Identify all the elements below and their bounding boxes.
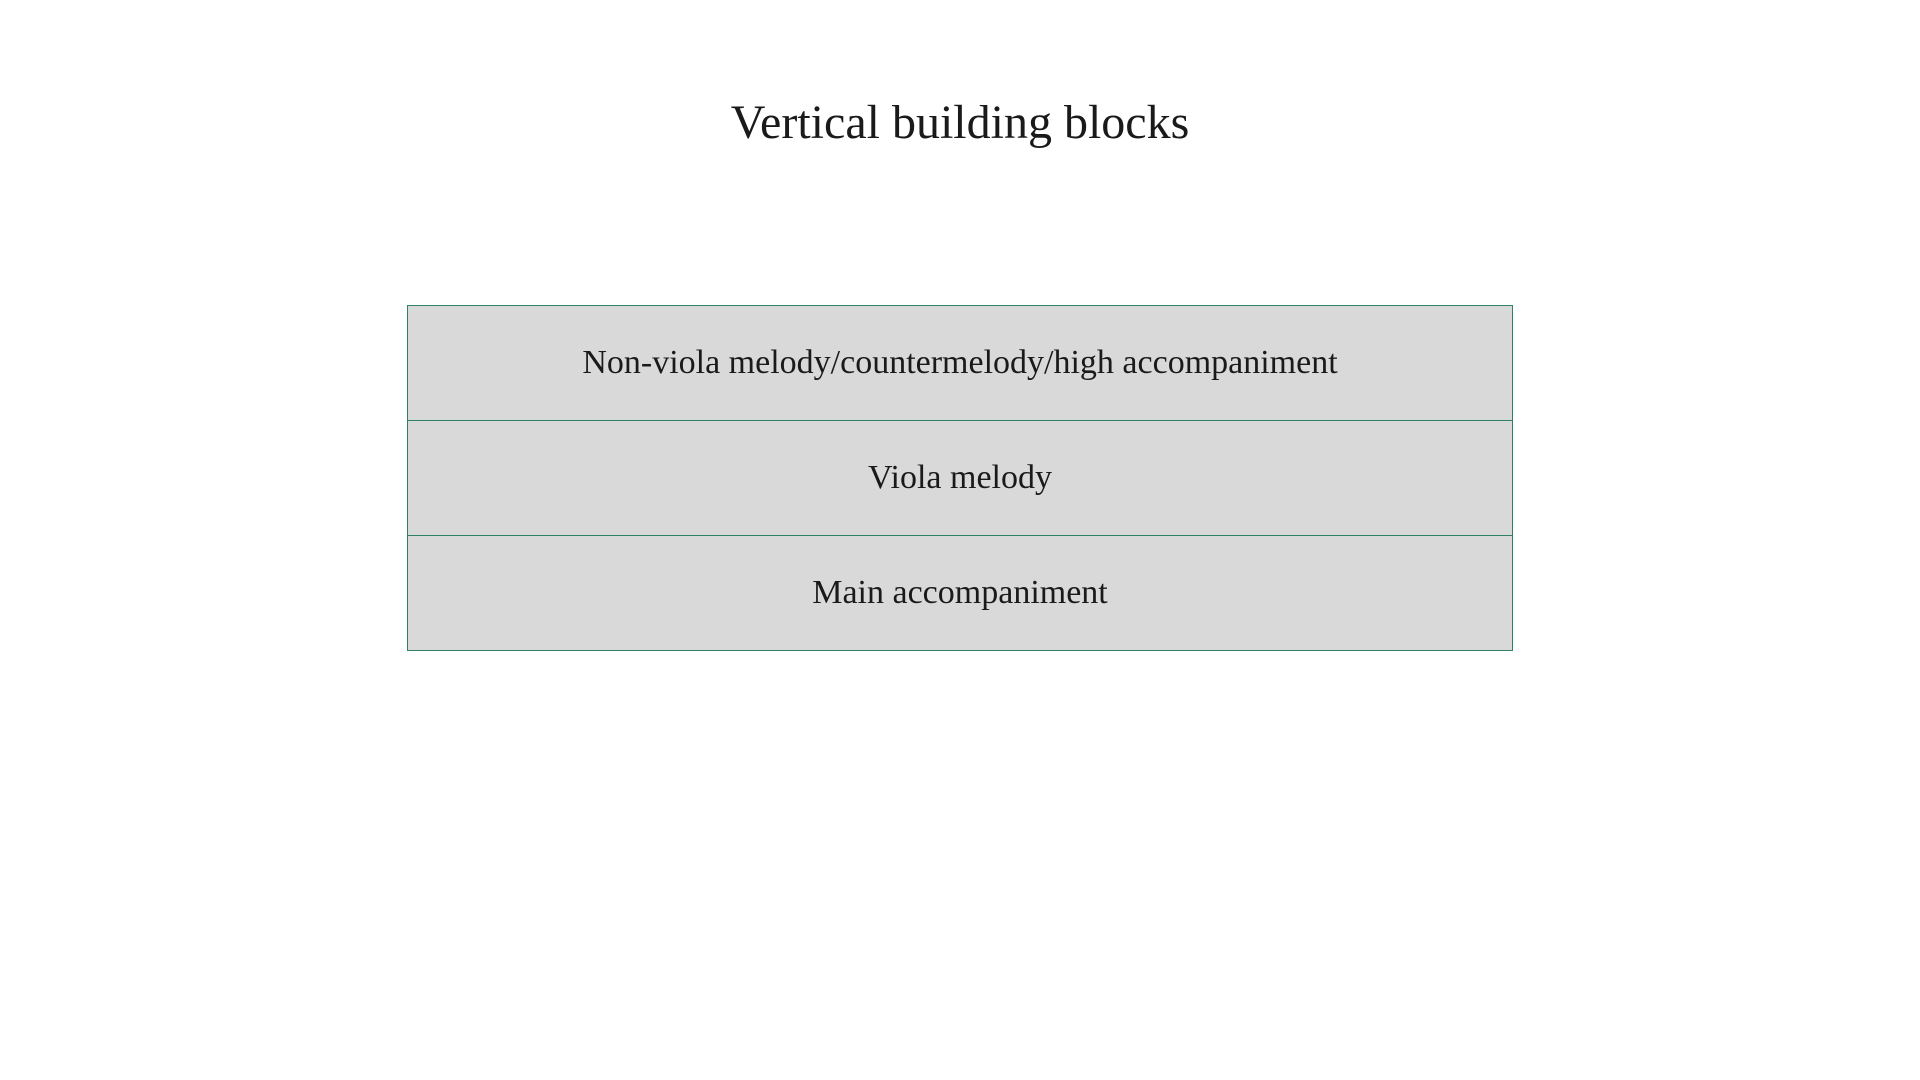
- block-top: Non-viola melody/countermelody/high acco…: [407, 305, 1513, 421]
- block-middle: Viola melody: [407, 420, 1513, 536]
- blocks-container: Non-viola melody/countermelody/high acco…: [407, 305, 1513, 651]
- page-title: Vertical building blocks: [731, 95, 1190, 150]
- block-bottom: Main accompaniment: [407, 535, 1513, 651]
